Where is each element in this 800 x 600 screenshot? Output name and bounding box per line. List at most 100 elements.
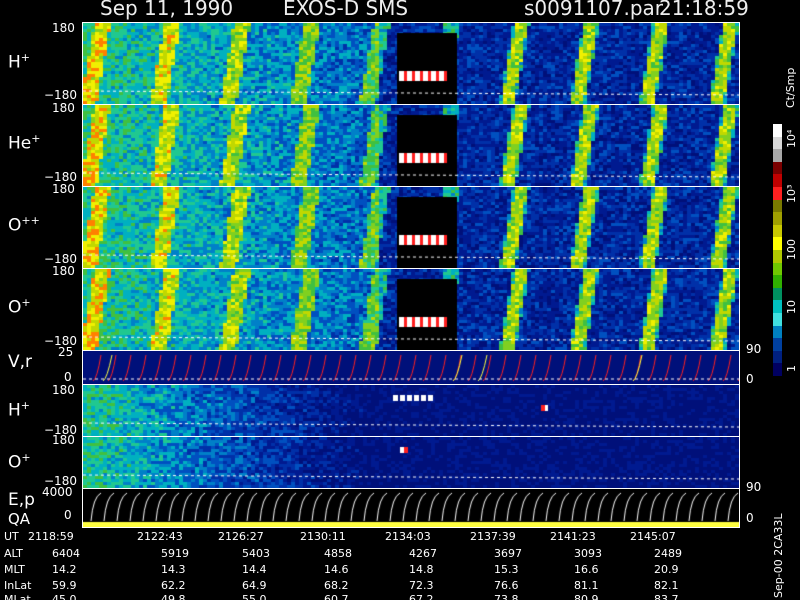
ytick-1-max: 180 — [52, 21, 75, 35]
ytick-3-min: −180 — [44, 252, 77, 266]
panel-label-8: E,p — [8, 490, 35, 510]
colorbar-segment — [773, 313, 782, 327]
colorbar-segment — [773, 161, 782, 175]
panel-velocity — [82, 350, 740, 386]
colorbar-tick-10: 10 — [785, 300, 798, 314]
table-cell: 49.8 — [161, 593, 186, 600]
table-cell: 2145:07 — [630, 530, 676, 543]
table-cell: 81.1 — [574, 579, 599, 592]
table-cell: 72.3 — [409, 579, 434, 592]
colorbar-segment — [773, 287, 782, 301]
header-date: Sep 11, 1990 — [100, 0, 234, 20]
panel-h-plus-low — [82, 384, 740, 438]
panel-o-plus-plus — [82, 186, 740, 270]
colorbar-segment — [773, 212, 782, 226]
header-mission: EXOS-D SMS — [283, 0, 409, 20]
table-cell: 2126:27 — [218, 530, 264, 543]
table-row-label: InLat — [4, 579, 32, 592]
rtick-4: 90 — [746, 342, 762, 356]
table-cell: 3093 — [574, 547, 602, 560]
table-cell: 4858 — [324, 547, 352, 560]
panel-energy-qa — [82, 488, 740, 528]
panel-o-plus-low — [82, 436, 740, 490]
panel-label-7: O+ — [8, 451, 31, 473]
colorbar-segment — [773, 338, 782, 352]
table-cell: 2489 — [654, 547, 682, 560]
ytick-6-min: −180 — [44, 423, 77, 437]
ytick-6-max: 180 — [52, 383, 75, 397]
table-cell: 2137:39 — [470, 530, 516, 543]
colorbar-segment — [773, 124, 782, 138]
rtick-8: 0 — [746, 511, 754, 525]
panel-label-5: V,r — [8, 352, 33, 372]
colorbar-segment — [773, 149, 782, 163]
colorbar-segment — [773, 262, 782, 276]
colorbar-segment — [773, 300, 782, 314]
table-cell: 82.1 — [654, 579, 679, 592]
rtick-7: 90 — [746, 480, 762, 494]
panel-o-plus-top — [82, 268, 740, 352]
table-cell: 14.4 — [242, 563, 267, 576]
panel-label-1: H+ — [8, 51, 31, 73]
table-cell: 16.6 — [574, 563, 599, 576]
table-cell: 6404 — [52, 547, 80, 560]
colorbar-segment — [773, 199, 782, 213]
table-cell: 14.8 — [409, 563, 434, 576]
table-row-label: MLT — [4, 563, 25, 576]
table-cell: 4267 — [409, 547, 437, 560]
colorbar-unit: Ct/Smp — [784, 67, 797, 108]
table-cell: 55.0 — [242, 593, 267, 600]
ytick-5-min: 0 — [64, 370, 72, 384]
table-cell: 5403 — [242, 547, 270, 560]
colorbar-segment — [773, 250, 782, 264]
table-row-label: UT — [4, 530, 19, 543]
table-cell: 5919 — [161, 547, 189, 560]
table-cell: 2141:23 — [550, 530, 596, 543]
table-cell: 2134:03 — [385, 530, 431, 543]
table-cell: 60.7 — [324, 593, 349, 600]
footer-tag: Sep-00 2CA33L — [772, 513, 785, 598]
table-cell: 14.6 — [324, 563, 349, 576]
panel-h-plus-top — [82, 22, 740, 106]
table-cell: 20.9 — [654, 563, 679, 576]
panel-label-3: O++ — [8, 214, 40, 236]
colorbar-tick-10000: 10⁴ — [785, 129, 798, 148]
table-cell: 64.9 — [242, 579, 267, 592]
colorbar-segment — [773, 136, 782, 150]
table-cell: 2130:11 — [300, 530, 346, 543]
ytick-4-min: −180 — [44, 334, 77, 348]
table-row-label: ALT — [4, 547, 23, 560]
ytick-8-min: 0 — [64, 508, 72, 522]
colorbar-tick-1: 1 — [785, 365, 798, 372]
colorbar-segment — [773, 187, 782, 201]
ytick-1-min: −180 — [44, 88, 77, 102]
table-cell: 59.9 — [52, 579, 77, 592]
ytick-2-min: −180 — [44, 170, 77, 184]
table-cell: 14.2 — [52, 563, 77, 576]
colorbar-tick-1000: 10³ — [785, 184, 798, 203]
ytick-8-max: 4000 — [42, 485, 73, 499]
table-cell: 2122:43 — [137, 530, 183, 543]
table-cell: 67.2 — [409, 593, 434, 600]
table-cell: 14.3 — [161, 563, 186, 576]
panel-label-6: H+ — [8, 399, 31, 421]
table-cell: 76.6 — [494, 579, 519, 592]
panel-label-8b: QA — [8, 510, 31, 528]
table-cell: 15.3 — [494, 563, 519, 576]
table-cell: 83.7 — [654, 593, 679, 600]
ytick-4-max: 180 — [52, 264, 75, 278]
ytick-5-max: 25 — [58, 345, 74, 359]
table-row-label: MLat — [4, 593, 31, 600]
table-cell: 68.2 — [324, 579, 349, 592]
ytick-2-max: 180 — [52, 101, 75, 115]
colorbar-tick-100: 100 — [785, 239, 798, 260]
table-cell: 80.9 — [574, 593, 599, 600]
ytick-7-min: −180 — [44, 474, 77, 488]
table-cell: 73.8 — [494, 593, 519, 600]
ytick-3-max: 180 — [52, 182, 75, 196]
colorbar-segment — [773, 237, 782, 251]
panel-label-2: He+ — [8, 132, 41, 154]
panel-he-plus — [82, 104, 740, 188]
colorbar-segment — [773, 350, 782, 364]
